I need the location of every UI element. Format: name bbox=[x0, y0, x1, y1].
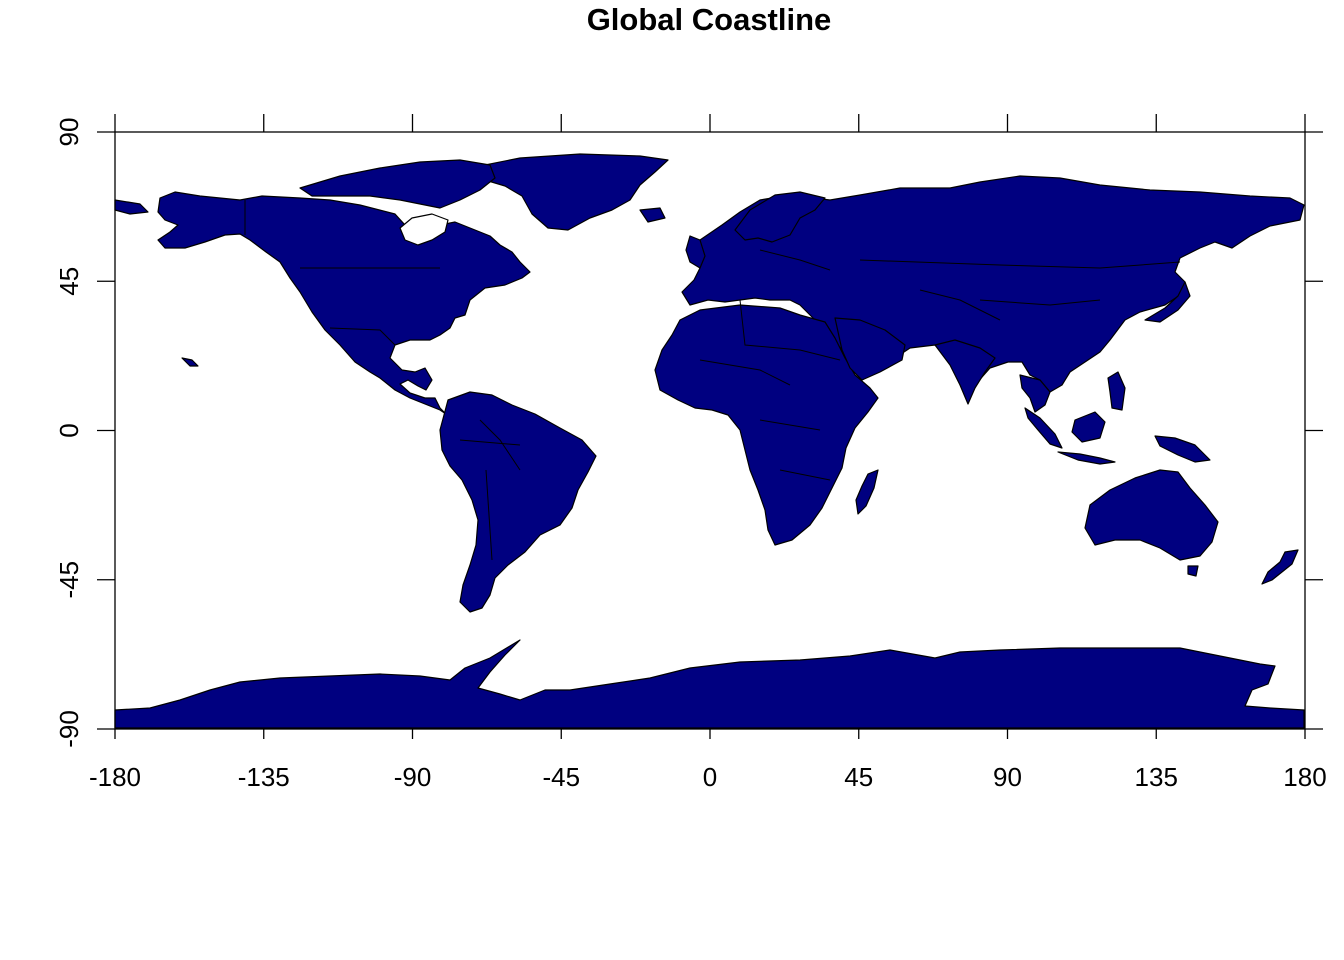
landmass-borneo bbox=[1071, 411, 1106, 443]
y-axis-right bbox=[1305, 131, 1323, 730]
hudson-bay bbox=[399, 213, 449, 246]
y-tick-label: 45 bbox=[54, 267, 84, 296]
landmass-antarctica bbox=[114, 639, 1305, 729]
landmass-north-america bbox=[157, 191, 531, 415]
country-borders bbox=[244, 200, 1181, 561]
x-tick-labels: -180 -135 -90 -45 0 45 90 135 180 bbox=[89, 762, 1327, 792]
x-axis-bottom bbox=[114, 729, 1306, 739]
y-axis-left bbox=[97, 131, 115, 730]
landmass-hawaii bbox=[181, 357, 199, 367]
x-tick-label: -90 bbox=[394, 762, 432, 792]
y-tick-label: -45 bbox=[54, 561, 84, 599]
landmass-java bbox=[1057, 451, 1116, 465]
y-tick-labels: -90 -45 0 45 90 bbox=[54, 118, 84, 748]
landmass-new-zealand bbox=[1261, 549, 1299, 585]
landmass-arctic-islands bbox=[299, 159, 496, 209]
landmass-tasmania bbox=[1187, 565, 1199, 577]
landmass-greenland bbox=[469, 153, 669, 231]
map-title: Global Coastline bbox=[586, 2, 832, 37]
landmass-sumatra bbox=[1024, 407, 1063, 449]
x-tick-label: 135 bbox=[1135, 762, 1178, 792]
x-axis-top bbox=[114, 114, 1306, 132]
landmass-india bbox=[934, 339, 996, 405]
x-tick-label: 90 bbox=[993, 762, 1022, 792]
y-tick-label: -90 bbox=[54, 710, 84, 748]
landmass-arabia bbox=[834, 317, 906, 381]
landmass-chukotka bbox=[114, 199, 149, 215]
landmass-africa bbox=[654, 304, 879, 546]
y-tick-label: 0 bbox=[54, 423, 84, 437]
x-tick-label: 0 bbox=[703, 762, 717, 792]
landmass-southeast-asia bbox=[1019, 374, 1051, 413]
x-tick-label: 180 bbox=[1283, 762, 1326, 792]
landmass-new-guinea bbox=[1154, 435, 1211, 463]
x-tick-label: -45 bbox=[542, 762, 580, 792]
x-tick-label: 45 bbox=[844, 762, 873, 792]
landmass-madagascar bbox=[855, 469, 879, 515]
y-tick-label: 90 bbox=[54, 118, 84, 147]
landmass-japan bbox=[1144, 281, 1191, 323]
landmass-philippines bbox=[1107, 371, 1126, 411]
landmass-australia bbox=[1084, 469, 1219, 561]
land-layer bbox=[114, 153, 1305, 729]
landmass-british-isles bbox=[685, 235, 706, 269]
x-tick-label: -135 bbox=[238, 762, 290, 792]
landmass-south-america bbox=[439, 391, 597, 613]
landmass-iceland bbox=[639, 207, 666, 223]
x-tick-label: -180 bbox=[89, 762, 141, 792]
landmass-scandinavia bbox=[734, 191, 826, 243]
